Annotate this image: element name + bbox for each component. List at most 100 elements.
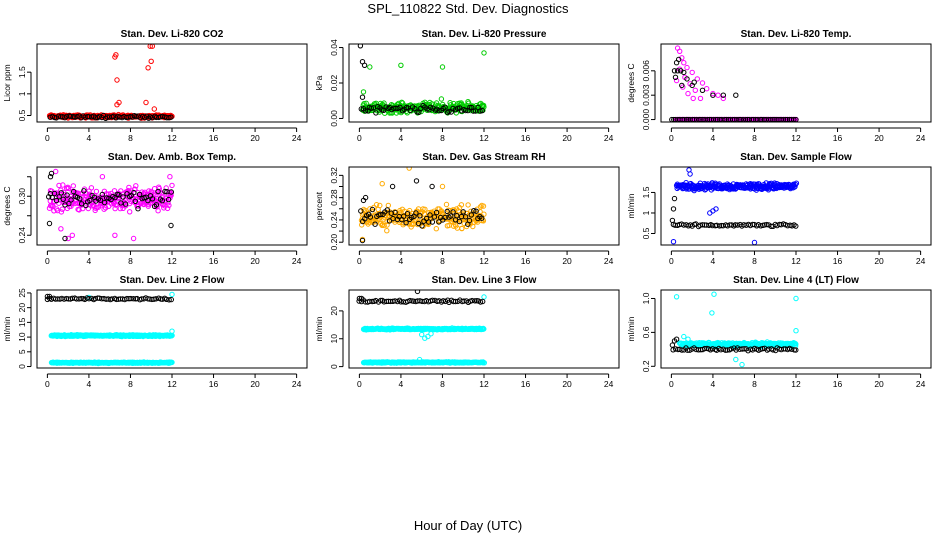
data-point: [793, 180, 800, 186]
data-point: [378, 211, 384, 218]
data-point: [422, 206, 428, 213]
data-point: [481, 50, 487, 56]
panel-title: Stan. Dev. Sample Flow: [740, 152, 852, 163]
y-tick-label: 0.02: [329, 74, 339, 91]
data-point: [169, 291, 175, 298]
data-point: [689, 82, 695, 89]
plot-frame: [348, 289, 620, 369]
data-point: [104, 195, 110, 201]
data-point: [358, 208, 364, 214]
y-axis-label: kPa: [314, 75, 324, 90]
data-point: [114, 77, 120, 83]
data-point: [155, 188, 161, 195]
data-point: [124, 295, 130, 302]
data-point: [126, 184, 132, 191]
data-point: [86, 296, 92, 302]
plot-frame: [348, 166, 620, 246]
x-tick-label: 24: [604, 379, 614, 389]
data-point: [684, 76, 690, 82]
data-point: [48, 170, 55, 177]
data-point: [168, 189, 175, 195]
data-point: [672, 74, 679, 81]
y-tick-label: 0.5: [641, 227, 651, 239]
y-tick-label: 1.5: [641, 186, 651, 198]
data-point: [472, 298, 478, 304]
data-point: [132, 198, 139, 205]
data-point: [429, 297, 436, 303]
y-tick-label: 0.6: [641, 326, 651, 338]
x-tick-label: 0: [669, 133, 674, 143]
data-points: [669, 45, 799, 122]
x-tick-label: 24: [916, 133, 926, 143]
data-points: [358, 167, 487, 244]
data-point: [671, 195, 678, 202]
data-point: [389, 183, 396, 190]
x-tick-label: 12: [791, 133, 801, 143]
data-point: [101, 206, 107, 212]
data-point: [689, 69, 695, 76]
x-tick-label: 8: [128, 379, 133, 389]
x-tick-label: 0: [357, 256, 362, 266]
data-point: [425, 333, 431, 340]
data-point: [419, 331, 425, 338]
data-point: [53, 197, 60, 204]
data-point: [56, 182, 62, 189]
data-point: [58, 226, 64, 232]
data-point: [670, 206, 677, 212]
data-point: [46, 293, 53, 300]
data-point: [770, 347, 776, 353]
x-tick-label: 20: [250, 379, 260, 389]
y-tick-label: 1.5: [17, 66, 27, 78]
data-point: [365, 108, 371, 114]
x-tick-label: 20: [250, 256, 260, 266]
x-tick-label: 16: [521, 133, 531, 143]
data-point: [456, 218, 463, 225]
data-points: [357, 44, 487, 116]
y-tick-label: 0.00: [329, 110, 339, 127]
data-points: [356, 290, 487, 366]
data-point: [359, 94, 366, 100]
data-point: [169, 113, 175, 120]
data-point: [145, 65, 151, 71]
panel-1: Stan. Dev. Li-820 CO2 0 4 8 12 16 20 24 0.5 1 1.5 L…: [2, 29, 308, 143]
data-point: [111, 188, 118, 194]
data-point: [148, 58, 154, 64]
data-point: [677, 48, 683, 54]
data-point: [480, 298, 486, 305]
data-point: [481, 211, 487, 217]
y-tick-label: 0.006: [641, 60, 651, 82]
data-point: [416, 356, 423, 363]
data-point: [369, 209, 375, 215]
figure-title: SPL_110822 Std. Dev. Diagnostics: [367, 1, 569, 16]
panel-title: Stan. Dev. Li-820 CO2: [121, 29, 224, 40]
data-point: [367, 214, 374, 220]
y-axis-label: ml/min: [626, 316, 636, 341]
data-point: [379, 181, 385, 187]
data-point: [62, 235, 68, 242]
data-point: [465, 202, 471, 208]
data-point: [470, 108, 477, 114]
panel-8: Stan. Dev. Line 3 Flow 0 4 8 12 16 20 24 0 10 20 ml…: [314, 275, 620, 389]
data-point: [477, 108, 483, 114]
x-tick-label: 16: [521, 379, 531, 389]
y-tick-label: 0: [17, 364, 27, 369]
data-point: [429, 183, 435, 190]
data-point: [69, 232, 76, 239]
data-point: [436, 108, 442, 114]
data-point: [99, 191, 106, 198]
y-axis-label: degrees C: [2, 186, 12, 225]
data-point: [168, 222, 174, 229]
data-point: [153, 296, 159, 302]
data-point: [479, 215, 485, 221]
y-tick-label: 5: [17, 349, 27, 354]
x-tick-label: 24: [604, 256, 614, 266]
data-point: [681, 333, 687, 340]
data-point: [81, 188, 87, 194]
x-tick-label: 8: [752, 133, 757, 143]
data-point: [379, 101, 386, 108]
data-point: [442, 214, 448, 221]
data-point: [397, 104, 403, 111]
data-point: [135, 206, 141, 212]
data-point: [149, 196, 156, 202]
panel-9: Stan. Dev. Line 4 (LT) Flow 0 4 8 12 16 20 24 0.…: [626, 275, 932, 389]
